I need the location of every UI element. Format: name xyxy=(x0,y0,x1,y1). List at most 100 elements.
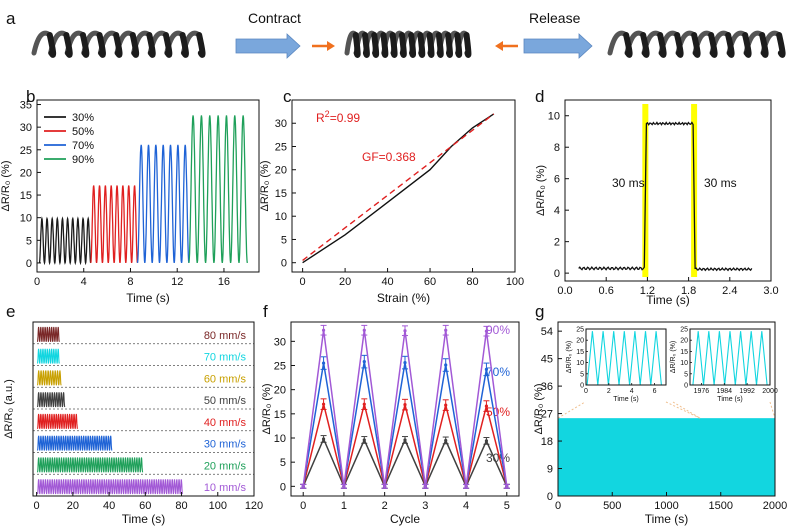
cycle-point xyxy=(423,484,427,488)
y-tick-label: 18 xyxy=(541,436,553,448)
plot-frame xyxy=(291,99,516,273)
speed-label: 40 mm/s xyxy=(204,417,247,429)
x-tick-label: 0 xyxy=(300,500,306,512)
inset-y-tick-label: 5 xyxy=(580,371,584,378)
y-tick-label: 0 xyxy=(547,491,553,503)
x-axis-label: Time (s) xyxy=(126,291,170,305)
y-tick-label: 20 xyxy=(275,165,287,177)
y-tick-label: 2 xyxy=(554,237,560,249)
speed-trace-80 mm/s xyxy=(36,326,60,342)
x-tick-label: 5 xyxy=(504,500,510,512)
x-tick-label: 100 xyxy=(506,276,524,288)
strain-label: 70% xyxy=(486,365,510,379)
speed-trace-30 mm/s xyxy=(36,435,113,451)
plot-frame xyxy=(564,99,772,282)
speed-trace-10 mm/s xyxy=(36,479,183,495)
y-tick-label: 5 xyxy=(280,457,286,469)
springs xyxy=(31,30,786,58)
y-tick-label: 4 xyxy=(554,205,560,217)
y-axis-label: ΔR/R₀ (%) xyxy=(0,160,12,211)
strain-label: 50% xyxy=(486,405,510,419)
inset-y-tick-label: 10 xyxy=(576,360,584,367)
inset-y-axis-label: ΔR/R₀ (%) xyxy=(566,341,573,373)
y-tick-label: 9 xyxy=(547,464,553,476)
plot-frame xyxy=(32,321,255,497)
cycle-point xyxy=(321,361,326,365)
y-axis-label: ΔR/R₀ (%) xyxy=(261,383,273,434)
y-tick-label: 15 xyxy=(275,188,287,200)
spring-right-back xyxy=(607,30,782,56)
cycle-point xyxy=(464,484,468,488)
cycle-point xyxy=(505,484,509,488)
rise-time-label: 30 ms xyxy=(612,176,645,190)
inset-x-tick-label: 2 xyxy=(607,388,611,395)
speed-trace-50 mm/s xyxy=(36,392,66,408)
inset-x-tick-label: 6 xyxy=(653,388,657,395)
x-tick-label: 0 xyxy=(34,500,40,512)
speed-label: 30 mm/s xyxy=(204,439,247,451)
x-tick-label: 0.0 xyxy=(557,285,572,297)
x-axis-label: Strain (%) xyxy=(377,291,430,305)
strain-label: 90% xyxy=(486,323,510,337)
y-tick-label: 0 xyxy=(554,268,560,280)
cycle-point xyxy=(484,329,489,333)
x-tick-label: 2000 xyxy=(763,500,787,512)
x-tick-label: 2 xyxy=(382,500,388,512)
x-tick-label: 4 xyxy=(463,500,469,512)
inset-y-tick-label: 20 xyxy=(680,338,688,345)
y-tick-label: 35 xyxy=(20,100,32,112)
r2-superscript: 2 xyxy=(325,109,330,119)
cycle-point xyxy=(362,402,366,406)
contract-arrow xyxy=(235,33,301,59)
arrows xyxy=(235,33,593,59)
r2-value: =0.99 xyxy=(330,111,361,125)
panel-c: 0 20 40 60 80 100 0 5 10 15 20 25 30 R2=0.99 GF=0.368 S… xyxy=(259,99,524,305)
legend-label: 30% xyxy=(72,112,94,124)
cycle-point xyxy=(403,329,407,333)
cycle-point xyxy=(383,484,387,488)
y-tick-label: 30 xyxy=(275,118,287,130)
x-tick-label: 0 xyxy=(300,276,306,288)
x-tick-label: 0.6 xyxy=(599,285,614,297)
panel-d: 0.0 0.6 1.2 1.8 2.4 3.0 0 2 4 6 8 10 30 ms 30 ms Time … xyxy=(535,99,779,307)
legend-label: 50% xyxy=(72,126,94,138)
inset-y-tick-label: 5 xyxy=(684,371,688,378)
inset-x-tick-label: 2000 xyxy=(762,388,778,395)
x-tick-label: 60 xyxy=(424,276,436,288)
zoom-guide xyxy=(557,401,586,419)
x-axis-label: Cycle xyxy=(390,512,420,526)
r2-prefix: R xyxy=(316,111,325,125)
y-axis-label: ΔR/R₀ (a.u.) xyxy=(3,379,15,439)
cycle-point xyxy=(403,438,407,442)
y-tick-label: 0 xyxy=(280,481,286,493)
x-tick-label: 3.0 xyxy=(763,285,778,297)
spring-left xyxy=(31,30,206,58)
x-tick-label: 0 xyxy=(34,276,40,288)
fall-time-label: 30 ms xyxy=(704,176,737,190)
cycle-point xyxy=(444,438,448,443)
x-tick-label: 80 xyxy=(466,276,478,288)
inset-frame xyxy=(689,328,771,386)
x-tick-label: 500 xyxy=(603,500,621,512)
y-tick-label: 45 xyxy=(541,354,553,366)
response-line xyxy=(578,121,753,272)
y-tick-label: 10 xyxy=(275,211,287,223)
cycle-point xyxy=(321,328,326,332)
y-tick-label: 54 xyxy=(541,326,553,338)
x-tick-label: 1.2 xyxy=(640,285,655,297)
speed-trace-40 mm/s xyxy=(36,413,78,429)
x-axis-label: Time (s) xyxy=(122,512,166,526)
spring-left-back xyxy=(31,30,202,56)
inset-line xyxy=(586,331,662,386)
release-label: Release xyxy=(529,10,581,26)
y-tick-label: 10 xyxy=(548,111,560,123)
cycle-point xyxy=(403,361,407,365)
speed-trace-70 mm/s xyxy=(36,348,60,364)
speed-label: 10 mm/s xyxy=(204,482,247,494)
plot-frame xyxy=(36,99,260,273)
x-tick-label: 0 xyxy=(555,500,561,512)
speed-label: 80 mm/s xyxy=(204,330,247,342)
inset-line xyxy=(692,331,768,386)
push-arrow-left-head xyxy=(327,41,335,51)
